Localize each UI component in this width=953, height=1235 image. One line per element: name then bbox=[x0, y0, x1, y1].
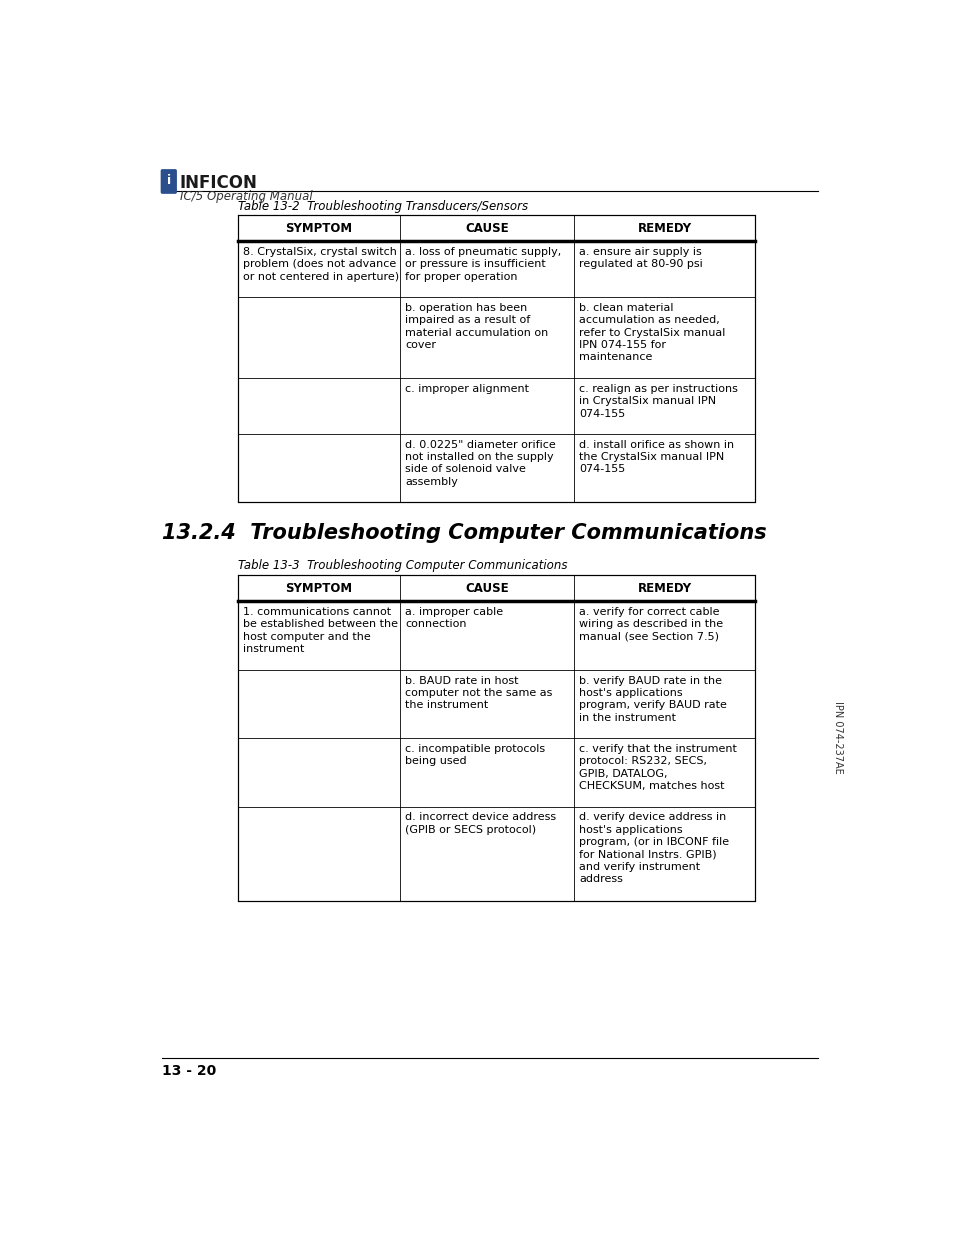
Text: d. incorrect device address
(GPIB or SECS protocol): d. incorrect device address (GPIB or SEC… bbox=[405, 813, 556, 835]
Text: b. operation has been
impaired as a result of
material accumulation on
cover: b. operation has been impaired as a resu… bbox=[405, 303, 548, 350]
Text: Table 13-2  Troubleshooting Transducers/Sensors: Table 13-2 Troubleshooting Transducers/S… bbox=[237, 200, 527, 212]
Text: b. BAUD rate in host
computer not the same as
the instrument: b. BAUD rate in host computer not the sa… bbox=[405, 676, 552, 710]
Text: i: i bbox=[167, 174, 171, 186]
Text: 8. CrystalSix, crystal switch
problem (does not advance
or not centered in apert: 8. CrystalSix, crystal switch problem (d… bbox=[242, 247, 398, 282]
Text: Table 13-3  Troubleshooting Computer Communications: Table 13-3 Troubleshooting Computer Comm… bbox=[237, 559, 566, 573]
Text: 1. communications cannot
be established between the
host computer and the
instru: 1. communications cannot be established … bbox=[242, 608, 397, 655]
Text: SYMPTOM: SYMPTOM bbox=[285, 221, 352, 235]
Text: CAUSE: CAUSE bbox=[465, 582, 508, 594]
Text: a. improper cable
connection: a. improper cable connection bbox=[405, 608, 503, 630]
Bar bbox=[237, 215, 755, 503]
Text: IC/5 Operating Manual: IC/5 Operating Manual bbox=[180, 190, 313, 203]
Text: c. verify that the instrument
protocol: RS232, SECS,
GPIB, DATALOG,
CHECKSUM, ma: c. verify that the instrument protocol: … bbox=[578, 743, 737, 792]
Text: d. verify device address in
host's applications
program, (or in IBCONF file
for : d. verify device address in host's appli… bbox=[578, 813, 728, 884]
Text: d. install orifice as shown in
the CrystalSix manual IPN
074-155: d. install orifice as shown in the Cryst… bbox=[578, 440, 734, 474]
Text: b. verify BAUD rate in the
host's applications
program, verify BAUD rate
in the : b. verify BAUD rate in the host's applic… bbox=[578, 676, 726, 722]
Text: IPN 074-237AE: IPN 074-237AE bbox=[832, 701, 842, 774]
Text: INFICON: INFICON bbox=[180, 174, 257, 191]
Text: SYMPTOM: SYMPTOM bbox=[285, 582, 352, 594]
Text: d. 0.0225" diameter orifice
not installed on the supply
side of solenoid valve
a: d. 0.0225" diameter orifice not installe… bbox=[405, 440, 556, 487]
Text: REMEDY: REMEDY bbox=[637, 221, 691, 235]
Text: c. realign as per instructions
in CrystalSix manual IPN
074-155: c. realign as per instructions in Crysta… bbox=[578, 384, 738, 419]
Text: b. clean material
accumulation as needed,
refer to CrystalSix manual
IPN 074-155: b. clean material accumulation as needed… bbox=[578, 303, 724, 362]
Text: c. incompatible protocols
being used: c. incompatible protocols being used bbox=[405, 743, 545, 767]
Text: CAUSE: CAUSE bbox=[465, 221, 508, 235]
Text: a. verify for correct cable
wiring as described in the
manual (see Section 7.5): a. verify for correct cable wiring as de… bbox=[578, 608, 722, 642]
Text: 13.2.4  Troubleshooting Computer Communications: 13.2.4 Troubleshooting Computer Communic… bbox=[162, 524, 766, 543]
Text: c. improper alignment: c. improper alignment bbox=[405, 384, 529, 394]
Text: REMEDY: REMEDY bbox=[637, 582, 691, 594]
FancyBboxPatch shape bbox=[160, 169, 176, 194]
Text: 13 - 20: 13 - 20 bbox=[162, 1065, 216, 1078]
Text: a. ensure air supply is
regulated at 80-90 psi: a. ensure air supply is regulated at 80-… bbox=[578, 247, 702, 269]
Bar bbox=[237, 574, 755, 900]
Text: a. loss of pneumatic supply,
or pressure is insufficient
for proper operation: a. loss of pneumatic supply, or pressure… bbox=[405, 247, 561, 282]
